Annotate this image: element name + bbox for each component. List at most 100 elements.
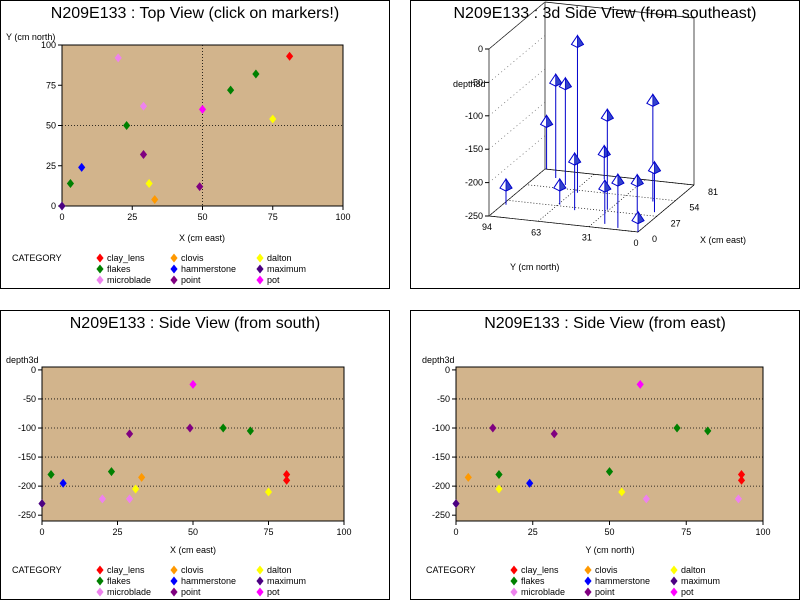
south-view-point-clay_lens[interactable] [283, 475, 291, 485]
top-view-point-microblade[interactable] [139, 101, 148, 111]
3d-view-marker-shade [637, 210, 645, 225]
south-view-x-tick-label: 75 [263, 527, 273, 537]
3d-view-floor-grid [588, 179, 646, 227]
legend-swatch-microblade[interactable] [510, 587, 518, 597]
south-view-point-pot[interactable] [189, 379, 197, 389]
south-view-point-flakes[interactable] [47, 470, 55, 479]
panel-frame-3d-view [410, 0, 800, 289]
3d-view-x-tick-label: 54 [689, 203, 699, 213]
south-view-y-tick-label: -150 [18, 452, 36, 462]
legend-swatch-microblade[interactable] [96, 587, 104, 597]
top-view-point-flakes[interactable] [227, 85, 235, 95]
legend-swatch-pot[interactable] [256, 275, 264, 285]
legend-swatch-hammerstone[interactable] [170, 576, 178, 586]
east-view-point-dalton[interactable] [495, 484, 503, 494]
south-view-point-microblade[interactable] [125, 494, 134, 504]
legend-label-maximum: maximum [267, 264, 306, 274]
east-view-point-dalton[interactable] [618, 487, 626, 497]
legend-label-point: point [595, 587, 615, 597]
3d-view-x-tick-label: 27 [671, 218, 681, 228]
legend-swatch-flakes[interactable] [96, 576, 104, 586]
south-view-plot-area [41, 366, 345, 522]
3d-view-marker-shade [505, 177, 513, 192]
south-view-y-tick-label: -200 [18, 481, 36, 491]
3d-view-y-tick-label: 31 [582, 233, 592, 243]
top-view-point-point[interactable] [196, 182, 204, 192]
south-view-point-dalton[interactable] [132, 484, 140, 494]
legend-swatch-clay_lens[interactable] [510, 565, 518, 575]
east-view-y-tick-label: -100 [432, 423, 450, 433]
top-view-point-clovis[interactable] [151, 195, 159, 205]
legend-swatch-clovis[interactable] [170, 253, 178, 263]
east-view-point-point[interactable] [550, 429, 558, 439]
legend-swatch-clay_lens[interactable] [96, 565, 104, 575]
3d-view-marker-shade [577, 34, 585, 49]
south-view-point-flakes[interactable] [107, 467, 116, 477]
top-view-point-maximum[interactable] [58, 201, 66, 211]
east-view-point-pot[interactable] [636, 379, 644, 389]
legend-swatch-clovis[interactable] [584, 565, 592, 575]
3d-view-marker-shade [604, 178, 612, 193]
east-view-point-clovis[interactable] [464, 472, 472, 482]
legend-swatch-point[interactable] [584, 587, 592, 597]
south-view-y-tick-label: 0 [31, 365, 36, 375]
legend-swatch-point[interactable] [170, 587, 178, 597]
legend-swatch-flakes[interactable] [96, 264, 104, 274]
3d-view-wall-grid [488, 168, 546, 217]
legend-label-pot: pot [681, 587, 694, 597]
top-view-point-dalton[interactable] [269, 114, 277, 124]
south-view-point-point[interactable] [186, 423, 194, 433]
south-view-point-point[interactable] [125, 429, 134, 439]
legend-swatch-pot[interactable] [256, 587, 264, 597]
legend-swatch-pot[interactable] [670, 587, 678, 597]
top-view-point-microblade[interactable] [114, 53, 122, 63]
south-view-point-dalton[interactable] [264, 487, 273, 497]
legend-swatch-maximum[interactable] [256, 264, 264, 274]
3d-view-ylabel: Y (cm north) [510, 262, 559, 272]
east-view-point-flakes[interactable] [605, 467, 614, 477]
top-view-point-flakes[interactable] [252, 69, 260, 79]
legend-swatch-maximum[interactable] [256, 576, 264, 586]
legend-swatch-maximum[interactable] [670, 576, 678, 586]
legend-swatch-dalton[interactable] [256, 565, 264, 575]
east-view-point-flakes[interactable] [673, 423, 681, 433]
top-view-point-clay_lens[interactable] [286, 51, 294, 61]
top-view-point-point[interactable] [139, 149, 148, 159]
legend-swatch-hammerstone[interactable] [170, 264, 178, 274]
legend-label-dalton: dalton [267, 565, 292, 575]
top-view-point-flakes[interactable] [66, 178, 75, 188]
east-view-point-microblade[interactable] [734, 494, 743, 504]
legend-swatch-dalton[interactable] [256, 253, 264, 263]
south-view-point-flakes[interactable] [246, 426, 254, 436]
legend-swatch-point[interactable] [170, 275, 178, 285]
east-view-point-flakes[interactable] [495, 470, 503, 479]
top-view-title: N209E133 : Top View (click on markers!) [51, 5, 339, 22]
legend-label-flakes: flakes [107, 576, 131, 586]
top-view-point-dalton[interactable] [145, 178, 153, 188]
east-view-point-maximum[interactable] [452, 499, 460, 509]
3d-view-marker-shade [606, 107, 614, 122]
east-view-point-point[interactable] [489, 423, 497, 433]
east-view-point-hammerstone[interactable] [526, 478, 534, 488]
south-view-point-flakes[interactable] [219, 423, 227, 433]
east-view-point-microblade[interactable] [642, 494, 650, 504]
3d-view-title: N209E133 : 3d Side View (from southeast) [454, 5, 757, 22]
legend-swatch-clay_lens[interactable] [96, 253, 104, 263]
top-view-point-pot[interactable] [198, 104, 207, 114]
south-view-point-hammerstone[interactable] [59, 478, 67, 488]
east-view-point-clay_lens[interactable] [737, 475, 746, 485]
east-view-point-flakes[interactable] [704, 426, 712, 436]
legend-swatch-hammerstone[interactable] [584, 576, 592, 586]
south-view-point-maximum[interactable] [38, 499, 46, 509]
legend-label-hammerstone: hammerstone [595, 576, 650, 586]
east-view-x-tick-label: 0 [453, 527, 458, 537]
top-view-point-hammerstone[interactable] [78, 162, 86, 172]
south-view-point-microblade[interactable] [98, 494, 106, 504]
south-view-point-clovis[interactable] [138, 472, 146, 482]
legend-swatch-dalton[interactable] [670, 565, 678, 575]
legend-swatch-microblade[interactable] [96, 275, 104, 285]
top-view-ylabel: Y (cm north) [6, 32, 55, 42]
legend-swatch-clovis[interactable] [170, 565, 178, 575]
legend-swatch-flakes[interactable] [510, 576, 518, 586]
top-view-point-flakes[interactable] [123, 121, 131, 130]
